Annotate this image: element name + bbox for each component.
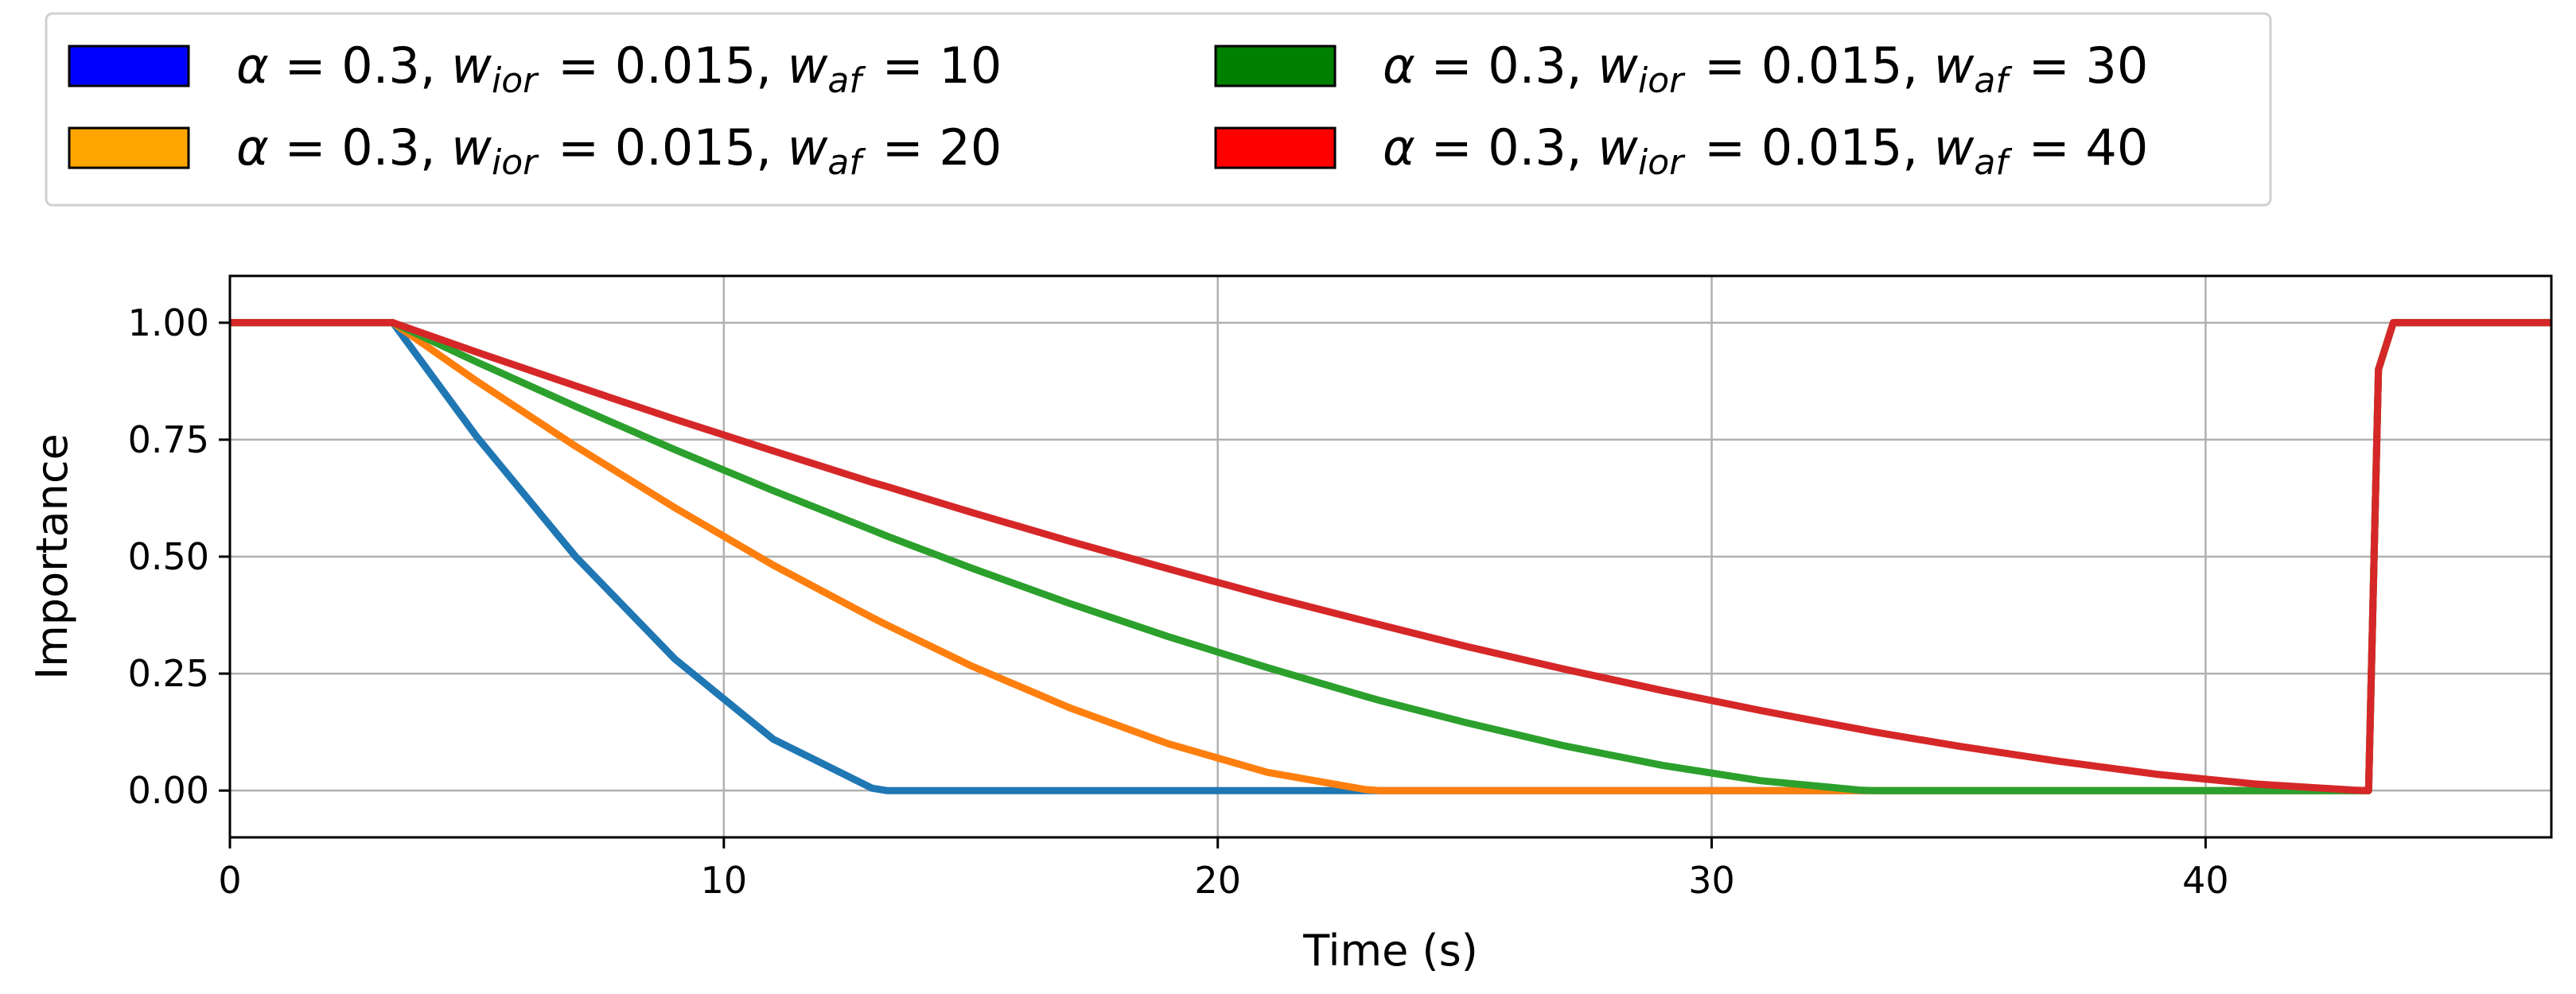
legend-frame	[45, 12, 2272, 207]
series-line-waf-30	[230, 319, 2551, 794]
x-tick-label: 20	[1194, 859, 1241, 902]
series-line-waf-40	[230, 319, 2551, 794]
grid	[228, 276, 2551, 837]
x-tick-label: 40	[2182, 859, 2229, 902]
legend-entry: α = 0.3, wior = 0.015, waf = 10	[68, 37, 1002, 101]
legend-swatch	[68, 126, 190, 169]
x-tick-label: 0	[218, 859, 241, 902]
ticks: 0 10 20 30 40 0.00 0.25 0.50 0.75 1.00	[128, 301, 2229, 902]
legend-entry: α = 0.3, wior = 0.015, waf = 40	[1214, 118, 2148, 183]
legend-swatch	[68, 45, 190, 87]
x-axis-label: Time (s)	[1302, 926, 1478, 976]
legend-entry: α = 0.3, wior = 0.015, waf = 20	[68, 118, 1002, 183]
legend-label: α = 0.3, wior = 0.015, waf = 20	[236, 118, 1002, 183]
legend-label: α = 0.3, wior = 0.015, waf = 40	[1383, 118, 2148, 183]
legend-entry: α = 0.3, wior = 0.015, waf = 30	[1214, 37, 2148, 101]
y-tick-label: 0.25	[128, 652, 209, 695]
series-lines	[230, 319, 2551, 794]
y-tick-label: 0.00	[128, 769, 209, 812]
y-tick-label: 1.00	[128, 301, 209, 344]
legend-label: α = 0.3, wior = 0.015, waf = 10	[236, 37, 1002, 101]
y-tick-label: 0.75	[128, 418, 209, 461]
y-tick-label: 0.50	[128, 535, 209, 578]
x-tick-label: 30	[1688, 859, 1735, 902]
x-tick-label: 10	[701, 859, 748, 902]
y-axis-label: Importance	[27, 433, 77, 679]
legend: α = 0.3, wior = 0.015, waf = 10 α = 0.3, …	[45, 12, 2272, 207]
legend-swatch	[1214, 45, 1337, 87]
legend-swatch	[1214, 126, 1337, 169]
legend-label: α = 0.3, wior = 0.015, waf = 30	[1383, 37, 2148, 101]
